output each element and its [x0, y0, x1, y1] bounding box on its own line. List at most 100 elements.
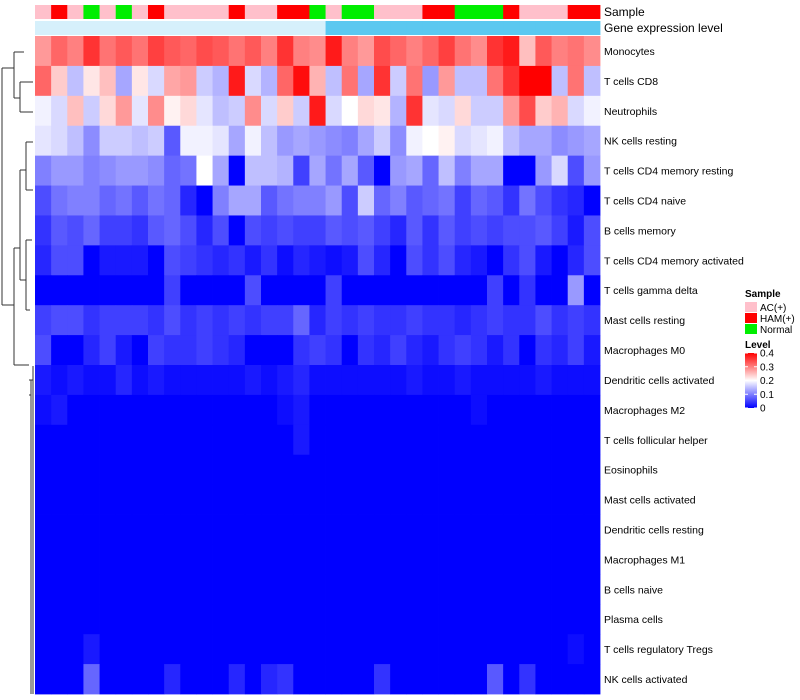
heatmap-cell	[180, 95, 197, 127]
heatmap-cell	[406, 95, 423, 127]
heatmap-cell	[567, 245, 585, 276]
heatmap-cell	[196, 245, 213, 276]
heatmap-cell	[583, 454, 601, 486]
heatmap-cell	[35, 125, 52, 157]
heatmap-cell	[487, 365, 504, 396]
heatmap-cell	[551, 36, 569, 67]
heatmap-cell	[341, 365, 359, 396]
heatmap-cell	[438, 574, 456, 605]
heatmap-cell	[551, 335, 569, 366]
heatmap-cell	[309, 155, 326, 186]
heatmap-cell	[293, 484, 310, 515]
heatmap-cell	[196, 275, 213, 306]
heatmap-cell	[487, 215, 504, 246]
heatmap-cell	[228, 365, 246, 396]
heatmap-cell	[341, 275, 359, 306]
heatmap-cell	[164, 454, 181, 486]
heatmap-cell	[470, 245, 488, 276]
heatmap-cell	[131, 394, 149, 426]
heatmap-cell	[83, 424, 100, 456]
heatmap-cell	[244, 514, 262, 545]
heatmap-cell	[131, 484, 149, 515]
heatmap-cell	[470, 95, 488, 127]
heatmap-cell	[67, 95, 84, 127]
heatmap-cell	[470, 155, 488, 186]
heatmap-cell	[583, 275, 601, 306]
annotation-cell-expression-32	[551, 21, 569, 35]
row-label: Eosinophils	[604, 465, 658, 477]
heatmap-cell	[35, 574, 52, 605]
heatmap-cell	[148, 424, 165, 456]
heatmap-cell	[83, 634, 100, 665]
heatmap-cell	[180, 215, 197, 246]
annotation-cell-sample-10	[196, 5, 213, 19]
heatmap-cell	[228, 574, 246, 605]
heatmap-cell	[341, 215, 359, 246]
annotation-cell-expression-16	[293, 21, 310, 35]
heatmap-cell	[83, 514, 100, 545]
heatmap-cell	[244, 65, 262, 97]
heatmap-cell	[228, 634, 246, 665]
heatmap-cell	[99, 634, 117, 665]
heatmap-cell	[438, 664, 456, 695]
heatmap-cell	[196, 574, 213, 605]
row-label: B cells memory	[604, 225, 677, 237]
heatmap-cell	[51, 424, 68, 456]
heatmap-cell	[422, 664, 439, 695]
annotation-cell-expression-14	[261, 21, 278, 35]
heatmap-cell	[438, 305, 456, 336]
annotation-cell-sample-13	[244, 5, 262, 19]
heatmap-cell	[487, 125, 504, 157]
heatmap-cell	[341, 634, 359, 665]
heatmap-cell	[519, 305, 536, 336]
heatmap-cell	[519, 604, 536, 635]
heatmap-cell	[99, 245, 117, 276]
heatmap-cell	[390, 95, 407, 127]
heatmap-cell	[35, 155, 52, 186]
heatmap-cell	[148, 125, 165, 157]
heatmap-cell	[51, 574, 68, 605]
row-label: NK cells activated	[604, 674, 688, 686]
heatmap-cell	[438, 335, 456, 366]
heatmap-cell	[67, 664, 84, 695]
heatmap-cell	[583, 424, 601, 456]
heatmap-cell	[131, 574, 149, 605]
heatmap-cell	[51, 604, 68, 635]
heatmap-cell	[180, 484, 197, 515]
heatmap-cell	[567, 544, 585, 575]
heatmap-cell	[406, 514, 423, 545]
heatmap-cell	[470, 604, 488, 635]
heatmap-cell	[148, 275, 165, 306]
heatmap-cell	[567, 215, 585, 246]
heatmap-cell	[115, 245, 133, 276]
heatmap-cell	[164, 514, 181, 545]
heatmap-cell	[51, 544, 68, 575]
heatmap-cell	[99, 544, 117, 575]
heatmap-cell	[115, 305, 133, 336]
heatmap-cell	[470, 305, 488, 336]
annotation-cell-sample-5	[115, 5, 133, 19]
heatmap-cell	[51, 95, 68, 127]
heatmap-cell	[390, 484, 407, 515]
annotation-cell-sample-26	[454, 5, 472, 19]
annotation-cell-sample-27	[470, 5, 488, 19]
heatmap-cell	[115, 394, 133, 426]
heatmap-cell	[212, 65, 230, 97]
heatmap-cell	[406, 484, 423, 515]
heatmap-cell	[503, 544, 520, 575]
heatmap-cell	[131, 424, 149, 456]
legend-level-tick-label: 0.1	[760, 390, 774, 401]
heatmap-cell	[131, 65, 149, 97]
annotation-cell-sample-32	[551, 5, 569, 19]
heatmap-cell	[535, 365, 552, 396]
heatmap-cell	[277, 365, 294, 396]
heatmap-cell	[438, 544, 456, 575]
heatmap-cell	[277, 604, 294, 635]
heatmap-cell	[293, 95, 310, 127]
heatmap-cell	[357, 65, 375, 97]
heatmap-cell	[406, 634, 423, 665]
heatmap-cell	[261, 484, 278, 515]
heatmap-cell	[390, 634, 407, 665]
heatmap-cell	[261, 634, 278, 665]
heatmap-cell	[535, 544, 552, 575]
